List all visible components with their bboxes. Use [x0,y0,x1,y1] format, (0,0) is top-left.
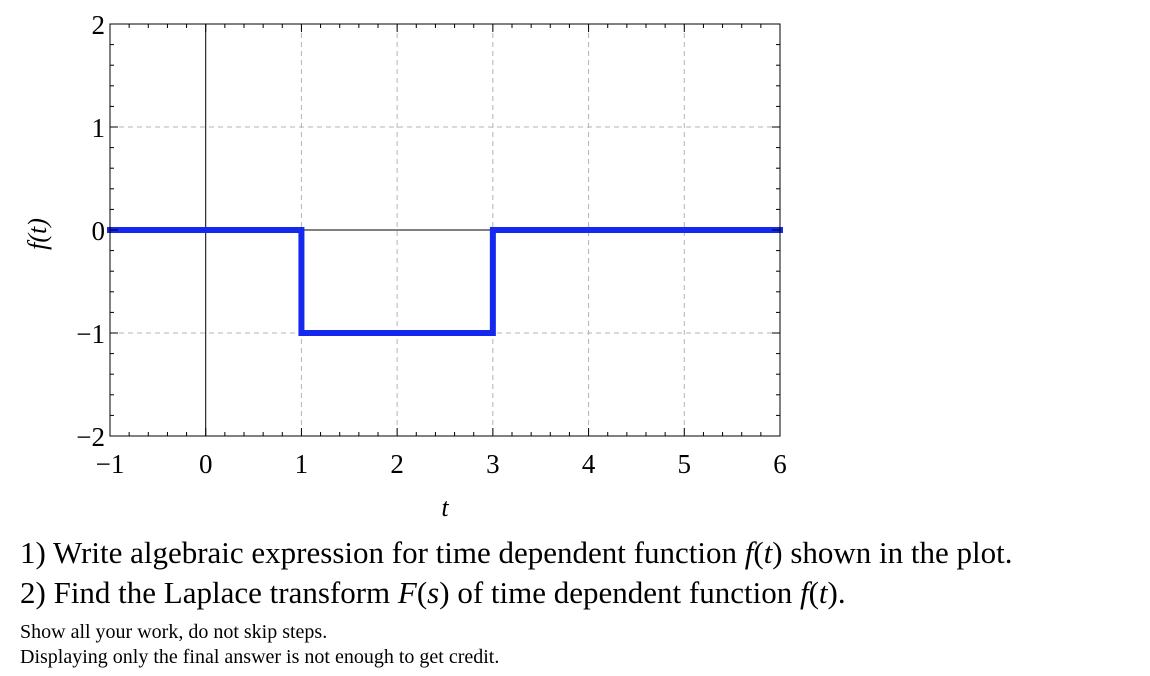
question-2-t: t [818,575,828,610]
question-1-suffix: shown in the plot. [782,535,1013,570]
x-tick-label: 0 [199,449,213,479]
question-2-s: s [427,575,440,610]
question-2-prefix: 2) Find the Laplace transform [20,575,398,610]
question-2: 2) Find the Laplace transform F(s) of ti… [20,573,1145,613]
question-1: 1) Write algebraic expression for time d… [20,533,1145,573]
minor-ticks [110,24,780,436]
x-tick-label: 3 [486,449,500,479]
major-ticks [109,23,781,437]
question-2-open1: ( [416,575,428,610]
x-tick-label: 5 [678,449,692,479]
series-line [107,227,783,336]
y-tick-label: −1 [76,319,105,349]
question-2-close2: ). [827,575,846,610]
question-1-close: ) [772,535,783,570]
x-tick-label: −1 [96,449,125,479]
question-2-open2: ( [808,575,819,610]
question-2-close1: ) [439,575,450,610]
instruction-line-1: Show all your work, do not skip steps. [20,621,328,643]
question-1-f: f [744,535,754,570]
chart-area: −1 0 1 2 3 4 5 6 −2 −1 0 1 2 t f(t) [23,10,787,522]
question-2-middle: of time dependent function [449,575,800,610]
y-tick-label: 2 [92,10,106,40]
x-tick-label: 6 [773,449,787,479]
series-layer [107,227,783,336]
y-tick-label: 1 [92,113,106,143]
y-tick-label: 0 [92,216,106,246]
instruction-line-2: Displaying only the final answer is not … [20,646,500,668]
question-block: 1) Write algebraic expression for time d… [20,533,1145,613]
x-axis-title: t [441,493,449,522]
x-tick-label: 1 [295,449,309,479]
y-tick-label: −2 [76,422,105,452]
question-2-F: F [397,575,417,610]
instructions: Show all your work, do not skip steps. D… [20,620,499,670]
x-tick-label: 2 [390,449,404,479]
question-1-open: ( [753,535,764,570]
question-1-prefix: 1) Write algebraic expression for time d… [20,535,745,570]
x-tick-label: 4 [582,449,596,479]
question-2-f: f [799,575,809,610]
y-axis-title: f(t) [23,218,52,250]
question-1-t: t [763,535,773,570]
